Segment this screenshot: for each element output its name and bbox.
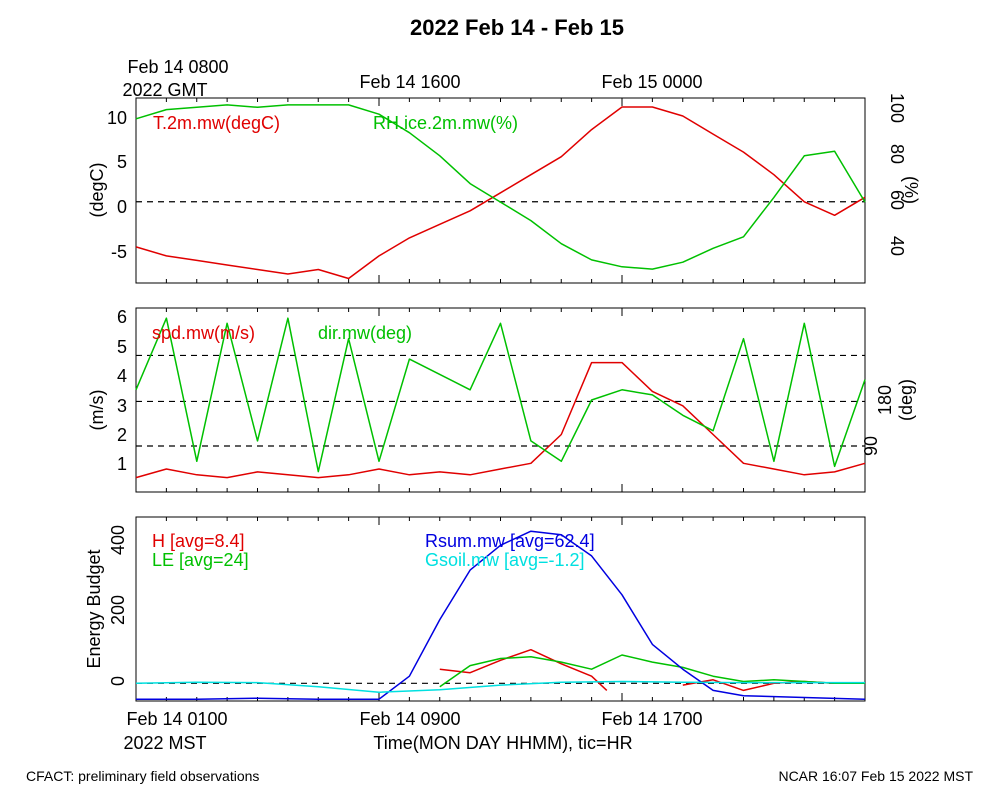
- panel1-legend-RH: RH.ice.2m.mw(%): [373, 113, 518, 133]
- series-line-p0-0: [135, 106, 866, 280]
- panel1-ytick-right-1: 80: [887, 144, 907, 164]
- top-tick-label-0: Feb 14 0800: [127, 57, 228, 77]
- footer-right: NCAR 16:07 Feb 15 2022 MST: [778, 768, 973, 784]
- panel2-ytick-2: 3: [117, 396, 127, 416]
- series-line-p1-1: [135, 317, 866, 473]
- panel3-legend-LE: LE [avg=24]: [152, 550, 249, 570]
- panel1-ytick-1: 5: [117, 152, 127, 172]
- panel2-ytick-4: 5: [117, 337, 127, 357]
- panel2-legend-spd: spd.mw(m/s): [152, 323, 255, 343]
- panel3-legend-H: H [avg=8.4]: [152, 531, 245, 551]
- bottom-axis-timezone: 2022 MST: [123, 733, 206, 753]
- panel2-ytick-3: 4: [117, 366, 127, 386]
- bottom-tick-label-0: Feb 14 0100: [126, 709, 227, 729]
- bottom-tick-label-2: Feb 14 1700: [601, 709, 702, 729]
- series-line-p2-1: [439, 654, 865, 688]
- panel2-ylabel-right: (deg): [896, 379, 916, 421]
- series-line-p1-0: [135, 361, 866, 479]
- series-line-p0-1: [135, 104, 866, 270]
- panel1-ytick-3: -5: [111, 242, 127, 262]
- panel1-ytick-right-2: 60: [887, 190, 907, 210]
- x-axis-label: Time(MON DAY HHMM), tic=HR: [373, 733, 632, 753]
- top-axis-timezone: 2022 GMT: [122, 80, 207, 100]
- panel1-ylabel-right: (%): [901, 176, 921, 204]
- top-tick-label-2: Feb 15 0000: [601, 72, 702, 92]
- panel2-ytick-right-0: 90: [861, 436, 881, 456]
- series-layer: [135, 104, 866, 700]
- panel1-legend-T: T.2m.mw(degC): [153, 113, 280, 133]
- panel2-ytick-0: 1: [117, 454, 127, 474]
- series-line-p2-3: [135, 680, 865, 693]
- footer-left: CFACT: preliminary field observations: [26, 768, 259, 784]
- panel3-ytick-2: 400: [108, 525, 128, 555]
- panel2-ylabel-left: (m/s): [87, 390, 107, 431]
- panel1-ytick-right-0: 100: [887, 93, 907, 123]
- panel2-ytick-5: 6: [117, 307, 127, 327]
- axis-ticks: [135, 98, 866, 701]
- panel3-ytick-1: 200: [108, 595, 128, 625]
- panel3-ytick-0: 0: [108, 676, 128, 686]
- panel2-ytick-right-1: 180: [875, 385, 895, 415]
- panel3-legend-Gsoil: Gsoil.mw [avg=-1.2]: [425, 550, 585, 570]
- panel1-ytick-2: 0: [117, 197, 127, 217]
- reference-lines: [136, 201, 865, 684]
- panel3-ylabel: Energy Budget: [84, 549, 104, 668]
- series-line-p2-2: [136, 530, 866, 700]
- panel2-legend-dir: dir.mw(deg): [318, 323, 412, 343]
- panel2-ytick-1: 2: [117, 425, 127, 445]
- panel1-ytick-right-3: 40: [887, 236, 907, 256]
- panel3-legend-Rsum: Rsum.mw [avg=62.4]: [425, 531, 595, 551]
- bottom-tick-label-1: Feb 14 0900: [359, 709, 460, 729]
- chart-title: 2022 Feb 14 - Feb 15: [410, 15, 624, 40]
- panel1-ytick-0: 10: [107, 108, 127, 128]
- panel1-ylabel-left: (degC): [87, 162, 107, 217]
- top-tick-label-1: Feb 14 1600: [359, 72, 460, 92]
